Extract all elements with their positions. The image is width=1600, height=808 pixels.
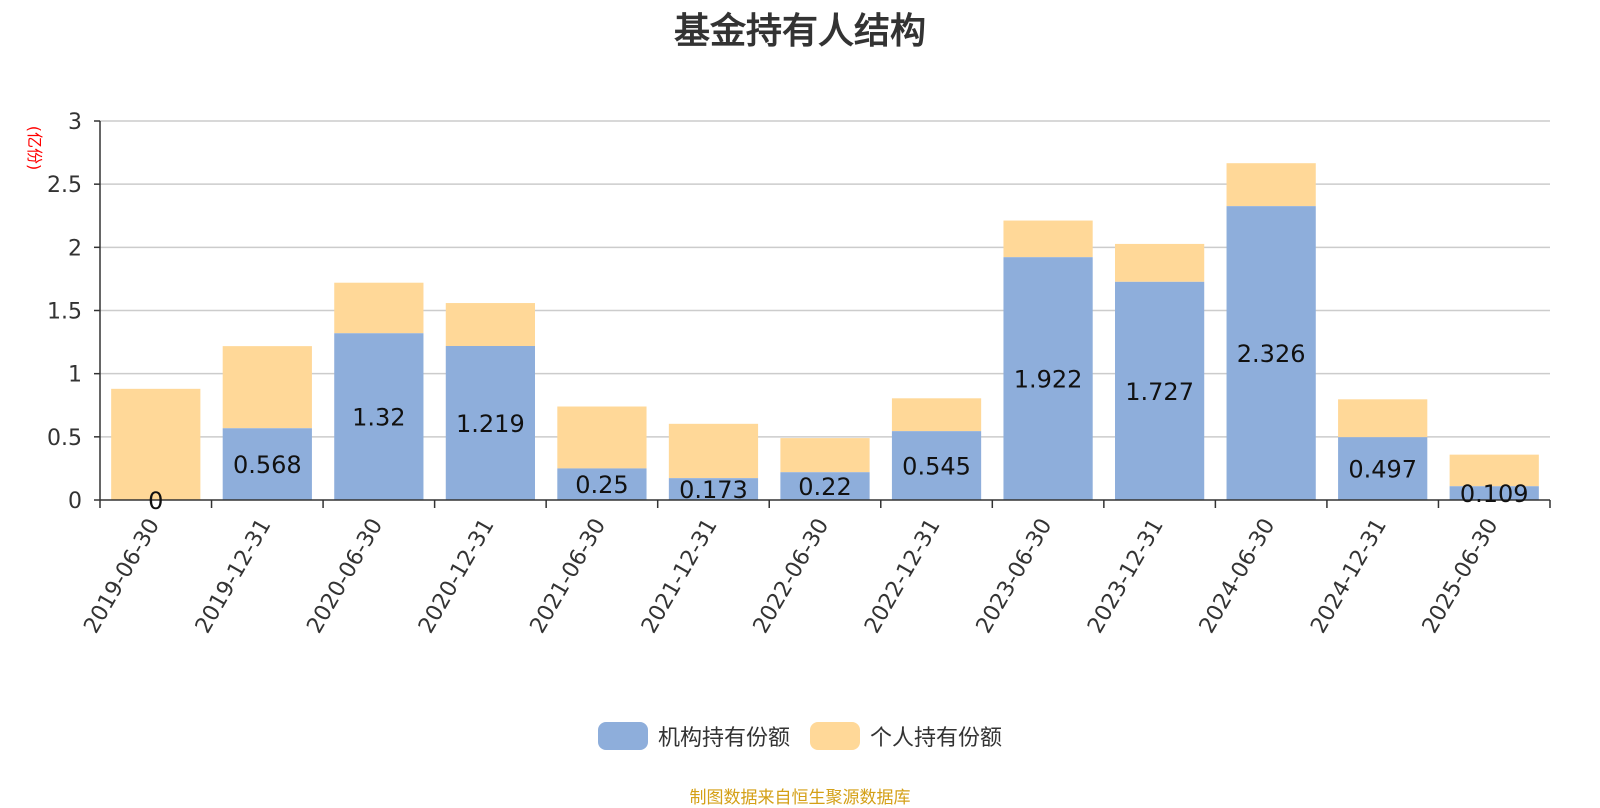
bar-individual [445, 303, 535, 346]
data-label-institutional: 2.326 [1237, 340, 1306, 368]
data-label-institutional: 0.25 [575, 471, 628, 499]
x-axis-tick-label: 2025-06-30 [1418, 515, 1504, 638]
data-label-institutional: 0.22 [798, 473, 851, 501]
bar-individual [780, 438, 870, 473]
legend-swatch-institutional [597, 722, 648, 750]
bar-institutional [1338, 437, 1428, 500]
bar-institutional [557, 468, 647, 500]
x-axis-tick-label: 2021-06-30 [526, 515, 612, 638]
x-axis-tick-label: 2023-12-31 [1083, 515, 1169, 638]
data-label-institutional: 0 [148, 487, 163, 515]
bar-individual [1449, 454, 1539, 487]
bar-individual [1115, 243, 1205, 282]
x-axis-tick-label: 2021-12-31 [637, 515, 723, 638]
bar-individual [111, 388, 201, 500]
bar-individual [1003, 220, 1093, 258]
bar-institutional [780, 472, 870, 500]
y-axis-tick-label: 1.5 [47, 300, 82, 325]
data-label-institutional: 1.727 [1125, 378, 1194, 406]
bar-individual [334, 282, 424, 334]
x-axis-tick-label: 2019-12-31 [191, 515, 277, 638]
chart-title: 基金持有人结构 [673, 11, 926, 52]
bar-individual [1226, 163, 1316, 207]
data-label-institutional: 0.545 [902, 453, 971, 481]
x-axis-tick-label: 2022-12-31 [860, 515, 946, 638]
x-axis-tick-label: 2024-12-31 [1306, 515, 1392, 638]
bar-institutional [1115, 281, 1205, 500]
y-axis-tick-label: 1 [68, 363, 82, 388]
data-label-institutional: 1.922 [1014, 366, 1083, 394]
data-label-institutional: 0.568 [233, 451, 302, 479]
y-axis-tick-label: 0 [68, 489, 82, 514]
x-axis-tick-label: 2023-06-30 [972, 515, 1058, 638]
data-source-note: 制图数据来自恒生聚源数据库 [689, 788, 911, 808]
y-axis-tick-label: 2 [68, 236, 82, 261]
x-axis-tick-label: 2020-12-31 [414, 515, 500, 638]
data-label-institutional: 0.497 [1348, 456, 1417, 484]
x-axis-tick-label: 2020-06-30 [302, 515, 388, 638]
bar-individual [891, 398, 982, 432]
bar-individual [557, 406, 647, 469]
bar-individual [222, 346, 312, 429]
data-label-institutional: 1.32 [352, 404, 405, 432]
y-axis-tick-label: 2.5 [47, 173, 82, 198]
bar-institutional [222, 428, 312, 500]
bar-institutional [1449, 486, 1539, 500]
legend-swatch-individual [810, 722, 860, 750]
x-axis-tick-label: 2019-06-30 [79, 515, 165, 638]
chart-legend: 机构持有份额 个人持有份额 [0, 720, 1600, 752]
y-axis-tick-label: 3 [68, 110, 82, 135]
bar-institutional [334, 333, 424, 500]
bar-institutional [668, 478, 759, 500]
bar-individual [1338, 399, 1428, 438]
data-label-institutional: 0.173 [679, 476, 748, 504]
bar-institutional [891, 431, 982, 500]
legend-label-individual: 个人持有份额 [870, 726, 1003, 751]
data-label-institutional: 0.109 [1460, 480, 1529, 508]
bar-individual [668, 423, 759, 479]
data-label-institutional: 1.219 [456, 410, 525, 438]
x-axis-tick-label: 2022-06-30 [749, 515, 835, 638]
legend-item-individual[interactable]: 个人持有份额 [810, 720, 1002, 752]
bar-institutional [1003, 257, 1093, 500]
bar-institutional [445, 345, 535, 500]
x-axis-tick-label: 2024-06-30 [1195, 515, 1281, 638]
bar-institutional [1226, 206, 1316, 500]
legend-label-institutional: 机构持有份额 [657, 726, 790, 751]
y-axis-tick-label: 0.5 [47, 426, 82, 451]
legend-item-institutional[interactable]: 机构持有份额 [597, 720, 790, 752]
